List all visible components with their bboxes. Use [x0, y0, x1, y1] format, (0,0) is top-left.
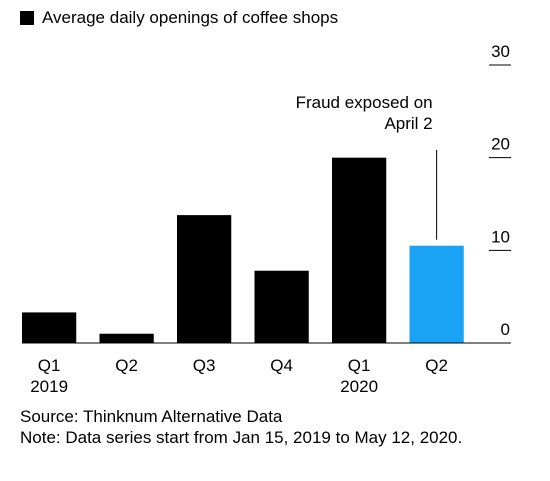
x-tick-label: Q2: [425, 356, 448, 375]
x-tick-label: Q3: [193, 356, 216, 375]
bar: [177, 215, 232, 343]
bar: [409, 245, 464, 343]
annotation-text: April 2: [384, 114, 432, 133]
bar: [22, 312, 77, 343]
legend-swatch: [20, 11, 34, 25]
x-tick-label: 2019: [30, 377, 68, 396]
source-note: Source: Thinknum Alternative Data: [20, 407, 283, 426]
x-tick-label: Q1: [348, 356, 371, 375]
x-tick-label: Q2: [115, 356, 138, 375]
y-tick-label: 20: [491, 135, 510, 154]
bar: [99, 333, 154, 343]
x-tick-label: Q4: [270, 356, 293, 375]
y-tick-label: 0: [501, 320, 510, 339]
annotation-text: Fraud exposed on: [296, 93, 433, 112]
x-tick-label: Q1: [38, 356, 61, 375]
legend-label: Average daily openings of coffee shops: [42, 8, 339, 27]
chart-legend: Average daily openings of coffee shops: [20, 8, 338, 28]
data-note: Note: Data series start from Jan 15, 201…: [20, 428, 463, 447]
bar-chart: 0 10 20 30 Q1 2019 Q2 Q3 Q4 Q1 2020 Q2 Fraud exposed…: [22, 42, 511, 396]
y-tick-label: 30: [491, 42, 510, 61]
bar: [332, 157, 387, 343]
x-tick-label: 2020: [340, 377, 378, 396]
y-tick-label: 10: [491, 227, 510, 246]
bar: [254, 270, 309, 343]
